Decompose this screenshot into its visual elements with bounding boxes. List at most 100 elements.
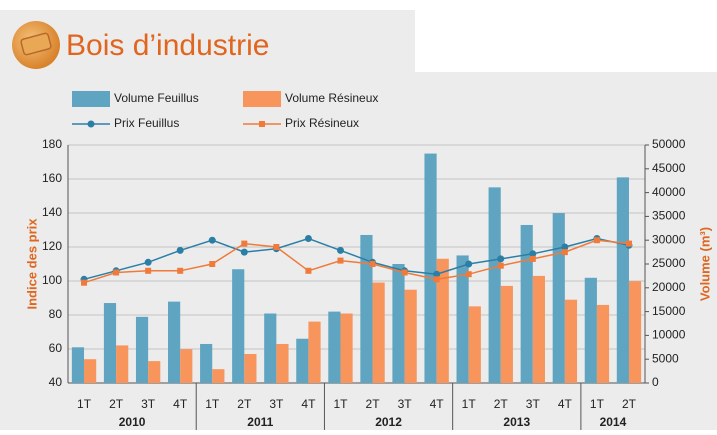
x-group-label: 2010 xyxy=(119,415,146,429)
bar xyxy=(404,289,417,383)
y-tick-label: 140 xyxy=(42,205,62,219)
y2-tick-label: 40000 xyxy=(652,185,686,199)
x-group-label: 2012 xyxy=(375,415,402,429)
x-tick-label: 1T xyxy=(205,397,220,411)
y2-tick-label: 20000 xyxy=(652,280,686,294)
marker xyxy=(273,244,280,250)
bar xyxy=(456,255,469,383)
bar xyxy=(436,258,449,383)
legend-label: Prix Résineux xyxy=(285,116,359,130)
bar xyxy=(596,304,610,383)
marker xyxy=(176,246,184,254)
legend-label: Prix Feuillus xyxy=(114,116,179,130)
x-tick-label: 1T xyxy=(462,397,477,411)
x-tick-label: 2T xyxy=(237,397,252,411)
y-tick-label: 80 xyxy=(49,307,63,321)
y2-tick-label: 10000 xyxy=(652,328,686,342)
y-tick-label: 120 xyxy=(42,239,62,253)
bar xyxy=(84,359,97,383)
x-tick-label: 1T xyxy=(77,397,92,411)
legend-marker xyxy=(259,121,265,127)
y-axis-label: Indice des prix xyxy=(24,218,39,310)
bar xyxy=(116,345,129,383)
bar xyxy=(552,213,565,383)
chart-title: Bois d’industrie xyxy=(66,29,269,62)
marker xyxy=(113,269,120,276)
marker xyxy=(144,258,152,266)
bar xyxy=(135,316,149,383)
bar xyxy=(148,361,161,383)
marker xyxy=(497,262,504,269)
bar xyxy=(180,349,193,383)
y2-tick-label: 45000 xyxy=(652,161,686,175)
x-tick-label: 4T xyxy=(430,397,445,411)
x-tick-label: 2T xyxy=(622,397,637,411)
marker xyxy=(337,257,344,264)
bar xyxy=(308,321,321,383)
x-tick-label: 1T xyxy=(333,397,348,411)
x-group-label: 2013 xyxy=(503,415,530,429)
bar xyxy=(424,153,437,383)
y-tick-label: 100 xyxy=(42,273,62,287)
x-tick-label: 1T xyxy=(590,397,605,411)
y2-tick-label: 5000 xyxy=(652,351,679,365)
marker xyxy=(529,250,537,258)
x-tick-label: 4T xyxy=(558,397,573,411)
bar xyxy=(360,234,373,383)
marker xyxy=(561,243,569,251)
marker xyxy=(304,235,312,242)
x-tick-label: 3T xyxy=(398,397,413,411)
y2-tick-label: 15000 xyxy=(652,304,686,318)
marker xyxy=(497,255,505,263)
marker xyxy=(529,255,536,262)
bar xyxy=(71,347,85,383)
bar xyxy=(392,264,405,383)
marker xyxy=(177,267,184,274)
marker xyxy=(369,261,376,267)
bar xyxy=(488,187,501,383)
y2-axis-label: Volume (m³) xyxy=(697,227,712,301)
bar xyxy=(584,277,597,383)
bar xyxy=(212,369,225,383)
marker xyxy=(209,261,216,267)
marker xyxy=(433,270,441,278)
x-tick-label: 3T xyxy=(141,397,156,411)
legend-label: Volume Résineux xyxy=(285,91,378,105)
bar xyxy=(500,285,513,383)
marker xyxy=(401,269,408,276)
marker xyxy=(593,237,600,244)
bar xyxy=(168,301,181,383)
bar xyxy=(468,306,481,383)
legend-marker xyxy=(87,120,95,128)
icon-wood xyxy=(20,32,52,56)
x-tick-label: 3T xyxy=(526,397,541,411)
bar xyxy=(328,311,341,383)
x-tick-label: 2T xyxy=(366,397,381,411)
y2-tick-label: 50000 xyxy=(652,137,686,151)
bar xyxy=(232,269,245,383)
x-tick-label: 2T xyxy=(494,397,509,411)
x-tick-label: 4T xyxy=(173,397,188,411)
y2-tick-label: 35000 xyxy=(652,209,686,223)
y-tick-label: 160 xyxy=(42,171,62,185)
marker xyxy=(561,249,568,256)
y2-tick-label: 30000 xyxy=(652,232,686,246)
line xyxy=(83,237,630,281)
x-tick-label: 2T xyxy=(109,397,124,411)
y2-tick-label: 25000 xyxy=(652,256,686,270)
marker xyxy=(81,279,88,286)
marker xyxy=(433,276,440,283)
bar xyxy=(276,343,289,383)
bar xyxy=(520,224,533,383)
bar xyxy=(564,299,578,383)
x-group-label: 2014 xyxy=(600,415,627,429)
bar xyxy=(532,275,545,383)
bar xyxy=(296,338,309,383)
bar xyxy=(200,343,213,383)
legend-swatch xyxy=(243,91,281,107)
marker xyxy=(240,248,248,256)
bar xyxy=(372,282,385,383)
marker xyxy=(465,271,472,278)
marker xyxy=(145,267,152,274)
